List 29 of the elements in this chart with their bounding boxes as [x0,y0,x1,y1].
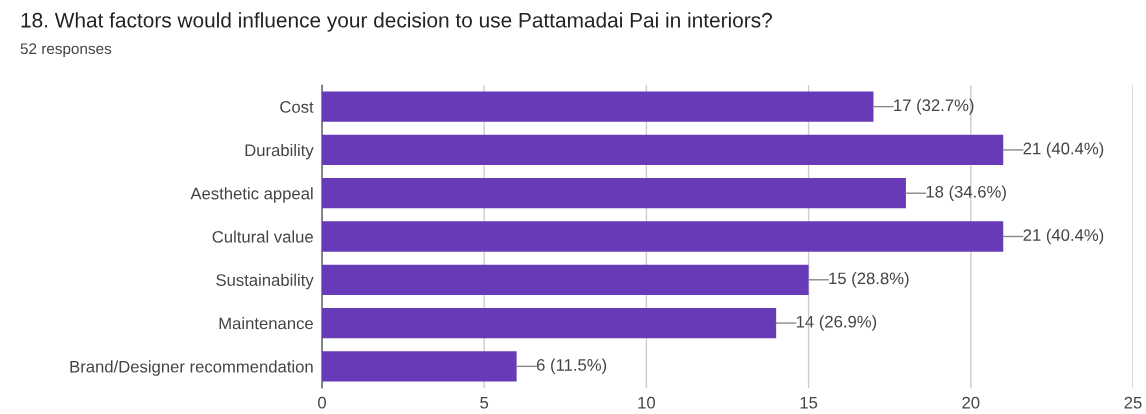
chart-title: 18. What factors would influence your decision to use Pattamadai Pai in interiors? [21,12,772,32]
x-tick-label: 15 [800,396,818,409]
data-label: 18 (34.6%) [926,185,1006,201]
bar [322,307,777,339]
bar [322,351,517,382]
bar [322,178,906,209]
y-tick-label: Brand/Designer recommendation [70,360,313,376]
x-tick-label: 20 [962,396,980,409]
data-label: 15 (28.8%) [829,272,909,288]
y-tick-label: Durability [245,143,314,160]
bar [322,264,809,295]
data-label: 14 (26.9%) [796,315,877,331]
x-tick-label: 10 [638,396,656,409]
bar [322,91,874,122]
y-tick-label: Sustainability [216,273,314,290]
data-label: 6 (11.5%) [536,358,607,375]
y-tick-label: Maintenance [219,317,313,330]
x-tick-label: 5 [480,396,489,409]
text: 52 responses [20,43,112,58]
y-tick-label: Cultural value [212,230,313,243]
bar [322,134,1004,166]
data-label: 21 (40.4%) [1023,228,1104,245]
data-label: 21 (40.4%) [1023,142,1104,158]
bar [322,221,1004,252]
x-tick-label: 0 [318,396,326,409]
y-tick-label: Aesthetic appeal [190,187,313,203]
data-label: 17 (32.7%) [894,98,974,115]
y-tick-label: Cost [280,101,314,113]
x-tick-label: 25 [1124,396,1142,409]
